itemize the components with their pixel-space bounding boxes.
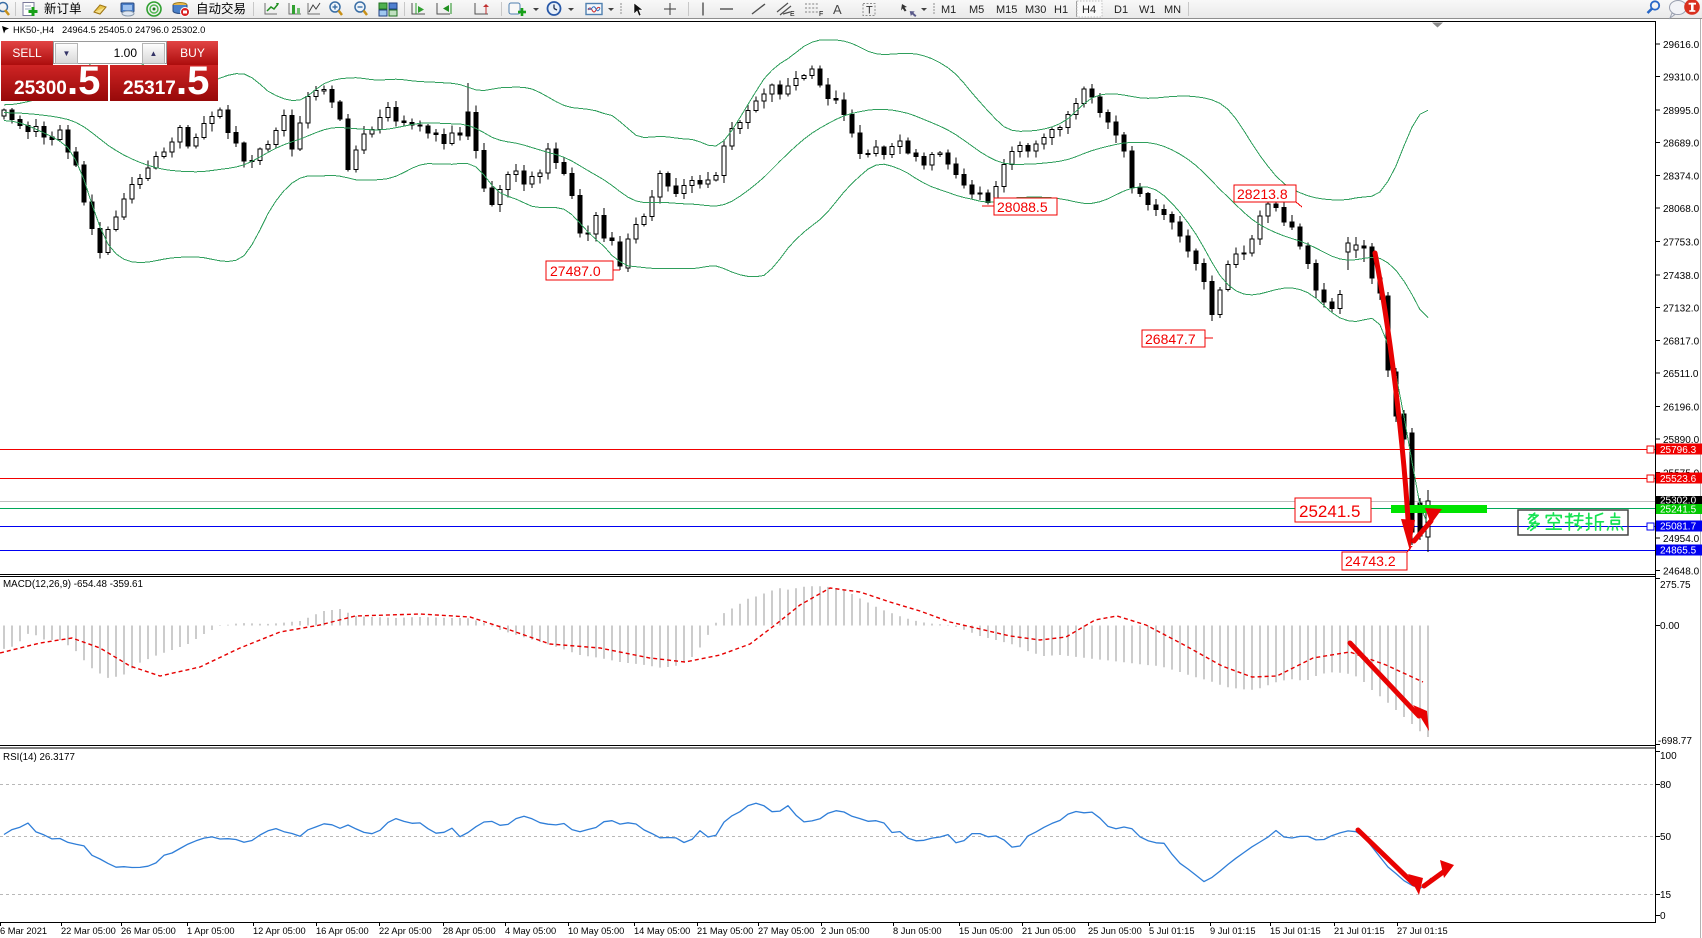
svg-text:25241.5: 25241.5 xyxy=(1660,505,1697,516)
svg-text:22 Apr 05:00: 22 Apr 05:00 xyxy=(379,926,432,936)
svg-text:21 Jun 05:00: 21 Jun 05:00 xyxy=(1022,926,1076,936)
svg-text:27132.0: 27132.0 xyxy=(1663,303,1700,314)
svg-text:10 May 05:00: 10 May 05:00 xyxy=(568,926,624,936)
svg-text:16 Apr 05:00: 16 Apr 05:00 xyxy=(316,926,369,936)
svg-text:27 Jul 01:15: 27 Jul 01:15 xyxy=(1397,926,1448,936)
svg-text:H1: H1 xyxy=(1054,4,1068,16)
svg-text:21 May 05:00: 21 May 05:00 xyxy=(697,926,753,936)
svg-text:5 Jul 01:15: 5 Jul 01:15 xyxy=(1149,926,1195,936)
svg-text:W1: W1 xyxy=(1139,4,1156,16)
svg-text:-698.77: -698.77 xyxy=(1658,736,1692,747)
svg-text:29310.0: 29310.0 xyxy=(1663,73,1700,84)
svg-text:0.00: 0.00 xyxy=(1660,621,1680,632)
svg-text:26511.0: 26511.0 xyxy=(1663,369,1699,380)
svg-text:新订单: 新订单 xyxy=(44,1,82,16)
svg-text:M15: M15 xyxy=(996,4,1017,16)
svg-text:0: 0 xyxy=(1660,911,1666,922)
svg-text:25 Jun 05:00: 25 Jun 05:00 xyxy=(1088,926,1142,936)
svg-text:自动交易: 自动交易 xyxy=(196,1,246,16)
svg-text:80: 80 xyxy=(1660,780,1672,791)
svg-text:28213.8: 28213.8 xyxy=(1237,186,1288,202)
svg-text:28374.0: 28374.0 xyxy=(1663,172,1700,183)
svg-text:2 Jun 05:00: 2 Jun 05:00 xyxy=(821,926,870,936)
svg-text:26847.7: 26847.7 xyxy=(1145,331,1196,347)
svg-text:9 Jul 01:15: 9 Jul 01:15 xyxy=(1210,926,1256,936)
svg-text:D1: D1 xyxy=(1114,4,1128,16)
svg-text:27438.0: 27438.0 xyxy=(1663,271,1700,282)
svg-text:50: 50 xyxy=(1660,832,1672,843)
svg-text:14 May 05:00: 14 May 05:00 xyxy=(634,926,690,936)
svg-text:MACD(12,26,9) -654.48 -359.61: MACD(12,26,9) -654.48 -359.61 xyxy=(3,579,143,590)
svg-text:275.75: 275.75 xyxy=(1660,580,1691,591)
svg-text:8 Jun 05:00: 8 Jun 05:00 xyxy=(893,926,942,936)
svg-text:28689.0: 28689.0 xyxy=(1663,138,1700,149)
svg-text:15: 15 xyxy=(1660,890,1672,901)
svg-text:M5: M5 xyxy=(969,4,984,16)
svg-text:1 Apr 05:00: 1 Apr 05:00 xyxy=(187,926,235,936)
svg-text:MN: MN xyxy=(1164,4,1181,16)
svg-text:27 May 05:00: 27 May 05:00 xyxy=(758,926,814,936)
svg-text:28068.0: 28068.0 xyxy=(1663,204,1700,215)
svg-text:24954.0: 24954.0 xyxy=(1663,534,1700,545)
svg-text:25523.6: 25523.6 xyxy=(1660,474,1697,485)
svg-text:29616.0: 29616.0 xyxy=(1663,40,1700,51)
svg-text:25081.7: 25081.7 xyxy=(1660,522,1697,533)
svg-text:26 Mar 05:00: 26 Mar 05:00 xyxy=(121,926,176,936)
svg-text:15 Jul 01:15: 15 Jul 01:15 xyxy=(1270,926,1321,936)
svg-text:4 May 05:00: 4 May 05:00 xyxy=(505,926,556,936)
svg-text:27487.0: 27487.0 xyxy=(550,263,601,279)
svg-text:27753.0: 27753.0 xyxy=(1663,238,1700,249)
svg-text:26196.0: 26196.0 xyxy=(1663,403,1700,414)
svg-text:25796.3: 25796.3 xyxy=(1660,445,1697,456)
svg-text:28088.5: 28088.5 xyxy=(997,199,1048,215)
svg-text:25890.0: 25890.0 xyxy=(1663,435,1700,446)
svg-text:26817.0: 26817.0 xyxy=(1663,337,1700,348)
svg-text:E: E xyxy=(790,11,795,18)
svg-text:25241.5: 25241.5 xyxy=(1299,502,1360,521)
svg-text:F: F xyxy=(819,11,823,18)
svg-text:25302.0: 25302.0 xyxy=(1660,496,1697,507)
svg-text:15 Jun 05:00: 15 Jun 05:00 xyxy=(959,926,1013,936)
svg-text:24743.2: 24743.2 xyxy=(1345,553,1396,569)
svg-text:T: T xyxy=(866,5,873,17)
svg-text:100: 100 xyxy=(1660,751,1677,762)
svg-text:12 Apr 05:00: 12 Apr 05:00 xyxy=(253,926,306,936)
svg-text:28 Apr 05:00: 28 Apr 05:00 xyxy=(443,926,496,936)
svg-text:HK50-,H4 24964.5 25405.0 247: HK50-,H4 24964.5 25405.0 24796.0 25302.0 xyxy=(13,24,205,35)
svg-text:H4: H4 xyxy=(1082,4,1096,16)
svg-text:RSI(14) 26.3177: RSI(14) 26.3177 xyxy=(3,752,75,763)
svg-text:21 Jul 01:15: 21 Jul 01:15 xyxy=(1334,926,1385,936)
svg-text:M1: M1 xyxy=(941,4,956,16)
svg-text:28995.0: 28995.0 xyxy=(1663,106,1700,117)
svg-text:A: A xyxy=(833,2,842,17)
svg-text:22 Mar 05:00: 22 Mar 05:00 xyxy=(61,926,116,936)
svg-text:24865.5: 24865.5 xyxy=(1660,546,1697,557)
svg-text:24648.0: 24648.0 xyxy=(1663,567,1700,578)
svg-text:M30: M30 xyxy=(1025,4,1046,16)
svg-text:6 Mar 2021: 6 Mar 2021 xyxy=(0,926,47,936)
